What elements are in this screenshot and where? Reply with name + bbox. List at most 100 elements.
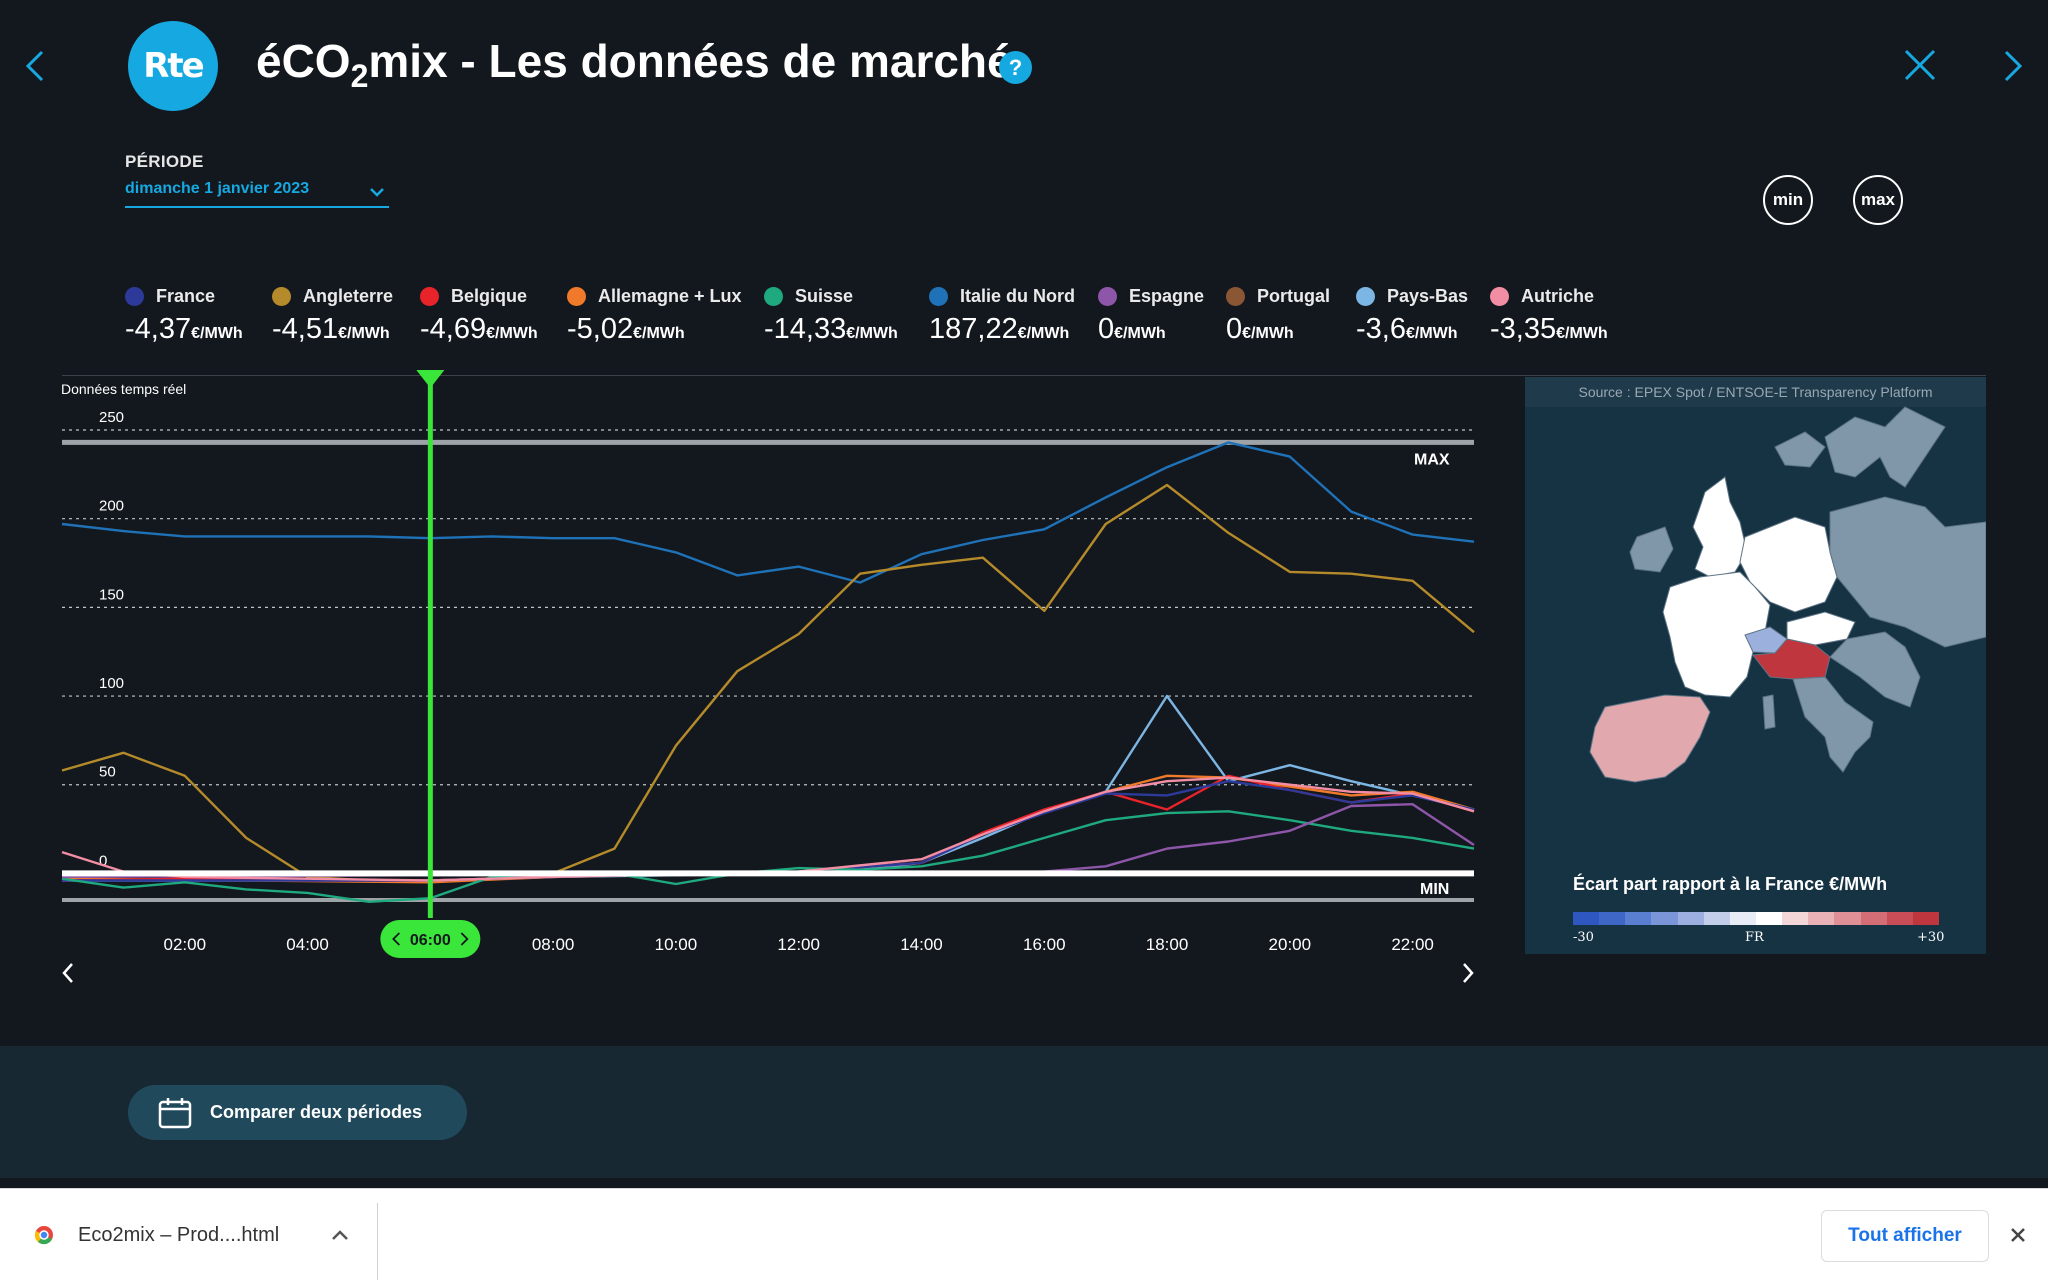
- legend-item[interactable]: Allemagne + Lux -5,02€/MWh: [567, 286, 742, 346]
- chrome-icon: [34, 1226, 53, 1245]
- scale-swatch: [1625, 912, 1652, 925]
- realtime-label: Données temps réel: [61, 381, 187, 397]
- x-tick-label: 22:00: [1391, 935, 1434, 954]
- map-title: Écart part rapport à la France €/MWh: [1573, 874, 1888, 894]
- scale-swatch: [1912, 912, 1939, 925]
- legend-dot-icon: [272, 287, 291, 306]
- calendar-icon: [158, 1097, 192, 1128]
- legend-dot-icon: [929, 287, 948, 306]
- x-tick-label: 08:00: [532, 935, 575, 954]
- map-sardinia: [1762, 694, 1776, 730]
- legend-dot-icon: [125, 287, 144, 306]
- min-button[interactable]: min: [1763, 175, 1813, 225]
- next-arrow-icon[interactable]: [1996, 46, 2030, 86]
- legend-item[interactable]: Autriche -3,35€/MWh: [1490, 286, 1608, 346]
- series-line: [61, 774, 1475, 882]
- scale-swatch: [1834, 912, 1861, 925]
- map-norway-south: [1774, 431, 1826, 468]
- scale-swatch: [1755, 912, 1783, 925]
- series-line: [62, 694, 1475, 882]
- max-button[interactable]: max: [1853, 175, 1903, 225]
- chart-next-arrow-icon[interactable]: [1458, 958, 1478, 988]
- periode-select[interactable]: dimanche 1 janvier 2023: [125, 180, 389, 208]
- legend-label: Allemagne + Lux: [598, 286, 742, 306]
- legend-label: Espagne: [1129, 286, 1205, 306]
- scale-swatch: [1860, 912, 1887, 925]
- legend-item[interactable]: Portugal 0€/MWh: [1226, 286, 1330, 346]
- scale-swatch: [1677, 912, 1704, 925]
- x-tick-label: 14:00: [900, 935, 943, 954]
- legend-item[interactable]: Espagne 0€/MWh: [1098, 286, 1204, 346]
- x-tick-label: 12:00: [777, 935, 820, 954]
- chart-prev-arrow-icon[interactable]: [58, 958, 78, 988]
- legend-label: Italie du Nord: [960, 286, 1076, 306]
- legend-item[interactable]: Belgique -4,69€/MWh: [420, 286, 538, 346]
- map-austria: [1786, 611, 1856, 646]
- download-bar: Eco2mix – Prod....html Tout afficher: [0, 1188, 2048, 1280]
- header: Rte éCO2mix - Les données de marché ?: [0, 0, 2048, 140]
- legend-item[interactable]: Suisse -14,33€/MWh: [764, 286, 898, 346]
- legend-item[interactable]: Angleterre -4,51€/MWh: [272, 286, 393, 346]
- map-germany-benelux: [1739, 516, 1838, 613]
- series-line: [61, 776, 1475, 882]
- scale-swatch: [1599, 912, 1626, 925]
- cursor-right-chevron-icon: [460, 932, 469, 946]
- legend-value: 0€/MWh: [1098, 313, 1166, 345]
- map-source: Source : EPEX Spot / ENTSOE-E Transparen…: [1525, 377, 1986, 407]
- map-panel: Source : EPEX Spot / ENTSOE-E Transparen…: [1525, 377, 1986, 954]
- compare-label: Comparer deux périodes: [210, 1102, 423, 1122]
- x-tick-label: 20:00: [1269, 935, 1312, 954]
- periode-label: PÉRIODE: [125, 152, 204, 171]
- show-all-button[interactable]: Tout afficher: [1821, 1210, 1989, 1262]
- rte-logo: Rte: [128, 21, 218, 111]
- map-uk: [1692, 476, 1748, 578]
- y-tick-label: 250: [99, 409, 124, 426]
- y-tick-label: 50: [99, 764, 116, 781]
- legend-item[interactable]: Pays-Bas -3,6€/MWh: [1356, 286, 1468, 346]
- legend-value: -4,37€/MWh: [125, 313, 243, 345]
- download-filename[interactable]: Eco2mix – Prod....html: [78, 1224, 280, 1246]
- legend-value: 0€/MWh: [1226, 313, 1294, 345]
- cursor-time-pill[interactable]: [380, 920, 481, 958]
- map-east-europe: [1829, 496, 1986, 648]
- y-tick-label: 100: [99, 675, 124, 692]
- scale-swatch: [1808, 912, 1835, 925]
- close-download-icon[interactable]: [2008, 1225, 2028, 1245]
- series-line: [61, 483, 1475, 882]
- scale-swatch: [1573, 912, 1600, 925]
- scale-swatch: [1729, 912, 1756, 925]
- map-balkans: [1829, 631, 1921, 708]
- legend-dot-icon: [1356, 287, 1375, 306]
- map-scandinavia: [1824, 406, 1946, 488]
- download-separator: [377, 1203, 378, 1280]
- legend-item[interactable]: Italie du Nord 187,22€/MWh: [929, 286, 1075, 346]
- legend-label: Autriche: [1521, 286, 1595, 306]
- legend-value: -3,35€/MWh: [1490, 313, 1608, 345]
- legend-item[interactable]: France -4,37€/MWh: [125, 286, 243, 346]
- previous-arrow-icon[interactable]: [18, 46, 52, 86]
- y-tick-label: 200: [99, 498, 124, 515]
- help-icon[interactable]: ?: [999, 51, 1032, 84]
- y-tick-label: 150: [99, 586, 124, 603]
- divider: [62, 375, 1986, 376]
- cursor-left-chevron-icon: [392, 932, 400, 946]
- color-scale: [1573, 912, 1939, 925]
- series-line: [62, 780, 1475, 882]
- x-tick-label: 18:00: [1146, 935, 1189, 954]
- page-title: éCO2mix - Les données de marché: [256, 35, 1013, 94]
- legend-value: -4,51€/MWh: [272, 313, 390, 345]
- max-label: MAX: [1414, 451, 1450, 468]
- price-chart: 250 200 150 100 50 0 MAX MIN 02:00 04:00 08:00 10:0…: [61, 370, 1475, 958]
- cursor-time-label: 06:00: [410, 932, 451, 949]
- legend-label: Pays-Bas: [1387, 286, 1469, 306]
- europe-map: [1589, 406, 1986, 783]
- legend-value: -5,02€/MWh: [567, 313, 685, 345]
- compare-periods-button[interactable]: Comparer deux périodes: [128, 1085, 467, 1140]
- legend-dot-icon: [764, 287, 783, 306]
- scale-max-label: +30: [1917, 930, 1945, 945]
- map-ireland: [1629, 526, 1674, 573]
- close-icon[interactable]: [1900, 45, 1940, 85]
- scale-swatch: [1703, 912, 1730, 925]
- chevron-up-icon[interactable]: [330, 1227, 350, 1243]
- scale-mid-label: FR: [1745, 930, 1764, 945]
